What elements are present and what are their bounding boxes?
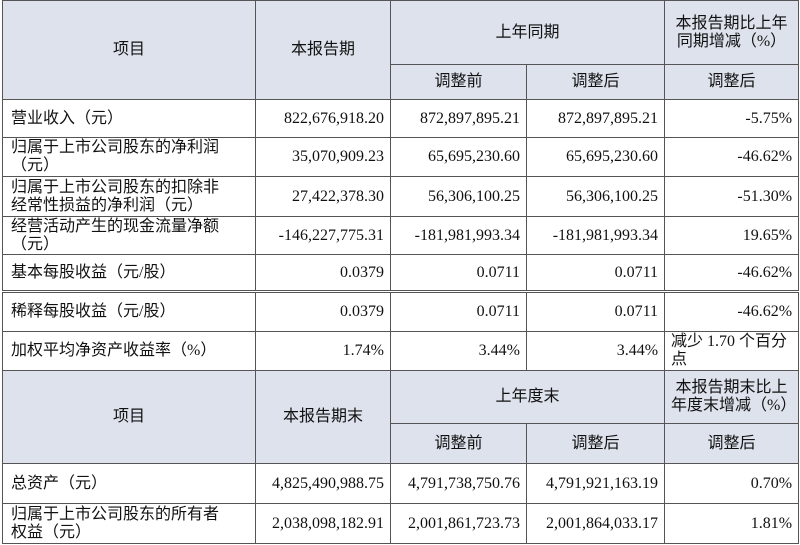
header-cell: 调整后	[664, 64, 800, 100]
row-label: 基本每股收益（元/股）	[2, 254, 256, 292]
header-cell: 调整前	[390, 64, 527, 100]
value-cell: 3.44%	[525, 331, 666, 371]
header-cell: 调整后	[664, 423, 800, 464]
header-cell: 本报告期末	[255, 370, 391, 464]
value-cell: -46.62%	[664, 137, 800, 177]
header-cell: 调整后	[525, 423, 666, 464]
table-row: 调整前 调整后 调整后	[3, 423, 800, 464]
value-cell: -46.62%	[664, 254, 800, 292]
value-cell: 0.0711	[525, 290, 666, 332]
table-row: 调整前 调整后 调整后	[3, 64, 800, 100]
header-cell: 上年同期	[389, 0, 666, 65]
row-label: 归属于上市公司股东的扣除非经常性损益的净利润（元）	[2, 176, 256, 217]
value-cell: -46.62%	[664, 290, 800, 332]
row-label: 归属于上市公司股东的净利润（元）	[2, 137, 256, 177]
header-cell: 项目	[2, 370, 256, 464]
value-cell: 0.0711	[525, 254, 666, 292]
value-cell: 65,695,230.60	[525, 137, 666, 177]
table-row: 基本每股收益（元/股） 0.0379 0.0711 0.0711 -46.62%	[2, 254, 800, 292]
row-label: 归属于上市公司股东的所有者权益（元）	[2, 503, 256, 544]
value-cell: 1.74%	[255, 331, 391, 371]
value-cell: 65,695,230.60	[390, 137, 527, 177]
table-row: 归属于上市公司股东的净利润（元） 35,070,909.23 65,695,230.…	[2, 137, 800, 177]
row-label: 总资产（元）	[2, 463, 256, 504]
table-row: 项目 本报告期末 上年度末 本报告期末比上年度末增减（%）	[2, 370, 800, 464]
value-cell: 4,825,490,988.75	[255, 463, 391, 504]
value-cell: 27,422,378.30	[255, 176, 391, 217]
value-cell: 2,001,861,723.73	[390, 503, 527, 544]
header-cell: 上年度末	[389, 370, 666, 424]
table-row: 营业收入（元） 822,676,918.20 872,897,895.21 872,8…	[2, 99, 800, 138]
value-cell: 4,791,738,750.76	[390, 463, 527, 504]
value-cell: 0.0711	[390, 254, 527, 292]
value-cell: 872,897,895.21	[390, 99, 527, 138]
row-label: 经营活动产生的现金流量净额（元）	[2, 216, 256, 255]
value-cell: -181,981,993.34	[390, 216, 527, 255]
header-cell: 本报告期比上年同期增减（%）	[664, 0, 800, 65]
header-cell: 调整前	[390, 423, 527, 464]
value-cell: 0.0711	[390, 290, 527, 332]
value-cell: 减少 1.70 个百分点	[664, 331, 800, 371]
value-cell: 0.0379	[255, 254, 391, 292]
table-row: 经营活动产生的现金流量净额（元） -146,227,775.31 -181,981,…	[2, 216, 800, 255]
value-cell: 2,001,864,033.17	[525, 503, 666, 544]
value-cell: 872,897,895.21	[525, 99, 666, 138]
table-row: 归属于上市公司股东的所有者权益（元） 2,038,098,182.91 2,001,…	[2, 503, 800, 544]
table-row: 加权平均净资产收益率（%） 1.74% 3.44% 3.44% 减少 1.70 个百分点	[2, 331, 800, 371]
value-cell: -51.30%	[664, 176, 800, 217]
row-label: 稀释每股收益（元/股）	[2, 290, 256, 332]
value-cell: 56,306,100.25	[390, 176, 527, 217]
value-cell: -181,981,993.34	[525, 216, 666, 255]
value-cell: -5.75%	[664, 99, 800, 138]
value-cell: 4,791,921,163.19	[525, 463, 666, 504]
value-cell: 1.81%	[664, 503, 800, 544]
row-label: 加权平均净资产收益率（%）	[2, 331, 256, 371]
table-row: 总资产（元） 4,825,490,988.75 4,791,738,750.76 4,…	[2, 463, 800, 504]
table-row: 项目 本报告期 上年同期 本报告期比上年同期增减（%）	[2, 0, 800, 100]
header-cell: 调整后	[525, 64, 666, 100]
header-cell: 本报告期	[255, 0, 391, 100]
value-cell: 35,070,909.23	[255, 137, 391, 177]
header-cell: 项目	[2, 0, 256, 100]
value-cell: 19.65%	[664, 216, 800, 255]
value-cell: -146,227,775.31	[255, 216, 391, 255]
value-cell: 0.0379	[255, 290, 391, 332]
row-label: 营业收入（元）	[2, 99, 256, 138]
table-row: 稀释每股收益（元/股） 0.0379 0.0711 0.0711 -46.62%	[2, 290, 800, 332]
value-cell: 3.44%	[390, 331, 527, 371]
value-cell: 822,676,918.20	[255, 99, 391, 138]
header-cell: 本报告期末比上年度末增减（%）	[664, 370, 800, 424]
value-cell: 56,306,100.25	[525, 176, 666, 217]
value-cell: 0.70%	[664, 463, 800, 504]
value-cell: 2,038,098,182.91	[255, 503, 391, 544]
table-row: 归属于上市公司股东的扣除非经常性损益的净利润（元） 27,422,378.30 56…	[2, 176, 800, 217]
